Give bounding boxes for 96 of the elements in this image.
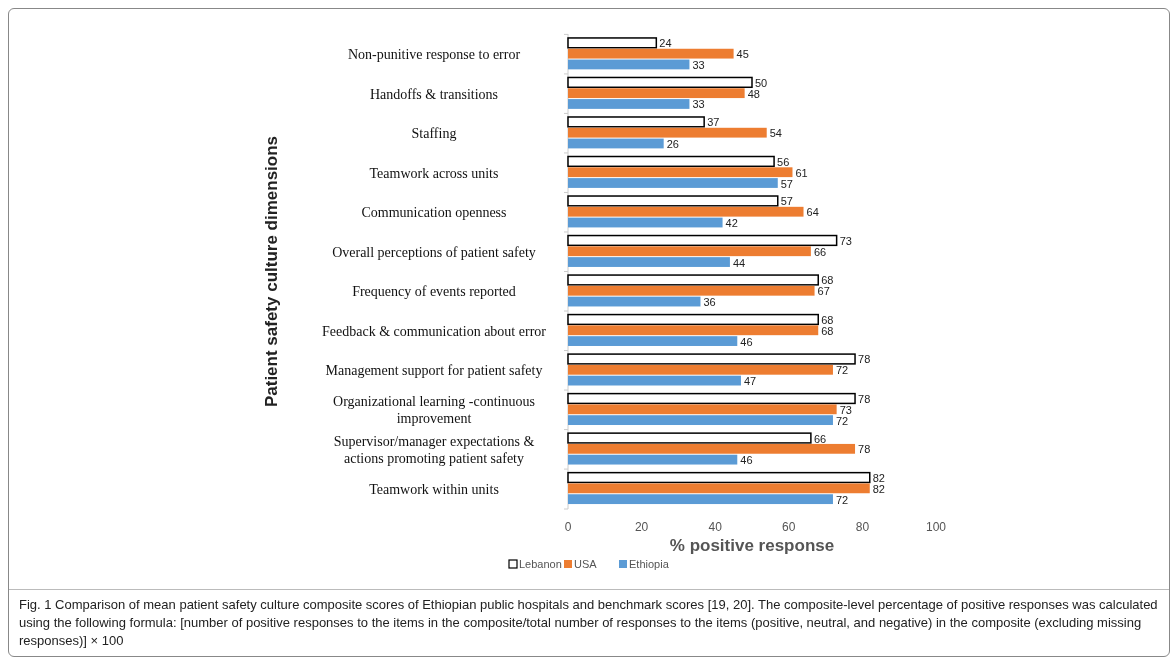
data-label: 66 [813,432,827,445]
bar [568,325,819,336]
x-tick-label: 40 [708,520,723,534]
bar [568,454,738,465]
legend-label: Lebanon [519,558,562,570]
data-label: 50 [755,76,768,89]
bar [568,178,778,188]
bar [567,392,856,405]
x-tick-label: 0 [564,520,572,534]
bar [568,127,767,138]
y-tick-label: Feedback & communication about error [322,323,547,339]
data-label: 42 [725,217,738,230]
data-label: 72 [835,414,849,427]
data-label: 82 [872,472,886,485]
bar [568,336,738,346]
x-tick-label: 20 [634,520,649,534]
y-tick-label: Organizational learning -continuous improvement [333,394,535,427]
data-label: 36 [703,296,716,309]
y-tick-label: Handoffs & transitions [369,86,499,102]
y-axis-title: Patient safety culture dimensions [262,135,281,408]
data-label: 73 [839,234,852,247]
bar [567,432,812,444]
data-label: 24 [659,37,672,50]
bar [568,48,734,59]
data-label: 73 [839,403,852,416]
bar [568,443,856,454]
y-tick-label: Staffing [411,126,457,142]
y-tick-label: Teamwork within units [369,481,499,497]
data-label: 45 [736,48,749,61]
data-label: 78 [858,393,871,406]
bar [568,296,701,307]
bar [568,99,690,109]
y-tick-label: Non-punitive response to error [347,47,521,63]
bar [568,206,804,217]
bar [568,415,833,426]
bar [567,195,779,207]
data-label: 61 [795,166,808,179]
y-tick-label: Teamwork across units [369,165,499,181]
data-label: 37 [707,116,720,129]
x-tick-label: 60 [782,520,796,534]
data-label: 33 [692,98,705,111]
bar [567,234,838,247]
bar [567,76,753,89]
bar [568,285,815,296]
bar [567,155,775,168]
bar [568,217,723,228]
data-label: 33 [692,58,705,71]
bar [567,471,871,484]
y-tick-label: Supervisor/manager expectations & actions promoting patient safety [333,433,535,466]
bar [568,483,870,494]
bar [568,138,664,149]
y-tick-label: Frequency of events reported [352,284,516,300]
data-label: 57 [780,195,794,208]
x-tick-label: 100 [925,520,947,534]
bar [568,364,833,375]
y-tick-label: Management support for patient safety [325,363,543,379]
y-tick-label: Communication openness [361,205,507,221]
bar [568,257,730,267]
data-label: 67 [817,285,830,298]
caption: Fig. 1 Comparison of mean patient safety culture composite scores of Ethiopian public hospitals and benchmark scores [19, 20]. The composite-level percentage of positive responses was calculated using the following formula: [number of positive responses to the items in the composite/total number of responses to the items (positive, neutral, and negative) in the composite (excluding missing responses)] × 100 [19,596,1159,650]
data-label: 48 [747,87,760,100]
bar [568,404,837,415]
bar [568,88,745,99]
data-label: 66 [813,245,827,258]
data-label: 47 [743,375,757,388]
bar [568,59,690,70]
data-label: 46 [740,454,753,467]
bar [567,116,705,128]
data-label: 46 [740,335,753,348]
bar [568,167,793,178]
data-label: 68 [821,274,834,287]
data-label: 68 [821,313,834,326]
bar [568,375,741,386]
x-tick-label: 80 [855,520,870,534]
bar [567,37,658,49]
data-label: 64 [806,206,819,219]
legend-label: USA [574,558,598,570]
data-label: 26 [666,137,679,150]
bar [567,313,819,326]
data-label: 78 [858,353,871,366]
data-label: 82 [872,482,886,495]
data-label: 68 [821,324,834,337]
data-label: 44 [732,256,746,269]
x-axis-title: % positive response [669,536,835,555]
bar [568,246,811,257]
data-label: 54 [769,127,782,140]
y-tick-label: Overall perceptions of patient safety [332,244,536,260]
bar [567,274,819,286]
legend-label: Ethiopia [629,558,670,570]
data-label: 72 [835,493,849,506]
data-label: 57 [780,177,794,190]
data-label: 78 [858,443,871,456]
data-label: 72 [835,364,849,377]
bar [567,353,856,365]
data-label: 56 [777,155,790,168]
bar [568,494,833,505]
